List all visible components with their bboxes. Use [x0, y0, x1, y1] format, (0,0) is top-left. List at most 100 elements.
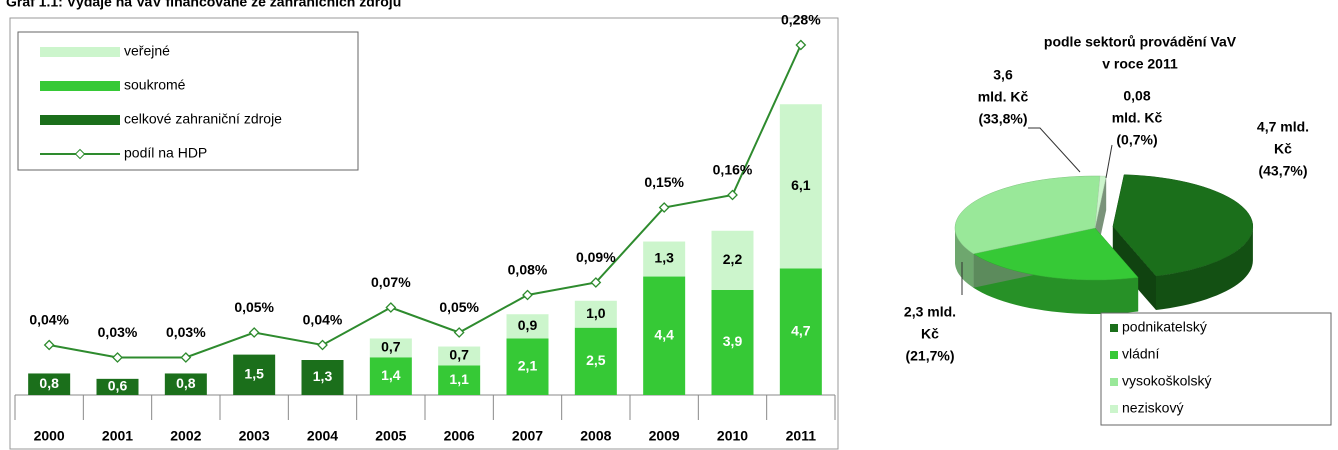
- pie-slice: [1094, 175, 1107, 229]
- line-series: [49, 44, 802, 359]
- pie-value-label: mld. Kč: [1112, 110, 1163, 126]
- legend-swatch: [1110, 405, 1118, 413]
- bar-value-label: 1,3: [654, 250, 674, 266]
- line-marker: [43, 339, 55, 351]
- bar-value-label: 0,7: [381, 339, 401, 355]
- pie-value-label: 0,08: [1123, 88, 1150, 104]
- leader-line: [1105, 144, 1113, 179]
- bar-value-label: 2,2: [723, 251, 743, 267]
- legend-label: celkové zahraniční zdroje: [124, 111, 282, 127]
- line-value-label: 0,05%: [234, 299, 274, 315]
- bar: [574, 327, 617, 395]
- line-value-label: 0,07%: [371, 274, 411, 290]
- pie-value-label: mld. Kč: [978, 89, 1029, 105]
- bar: [643, 241, 686, 277]
- bar: [506, 314, 549, 339]
- line-value-label: 0,04%: [303, 312, 343, 328]
- legend-label: podnikatelský: [1122, 319, 1207, 335]
- pie-title: v roce 2011: [1102, 56, 1178, 72]
- line-marker: [180, 352, 192, 363]
- pie-legend: podnikatelský vládní vysokoškolský neziskov…: [1100, 312, 1332, 426]
- legend-marker: [74, 148, 86, 160]
- x-tick-label: 2002: [170, 428, 201, 444]
- bar-value-label: 1,4: [381, 367, 401, 383]
- x-tick-label: 2000: [34, 428, 65, 444]
- legend-swatch: [40, 81, 120, 91]
- bar: [369, 357, 412, 395]
- pie-slice: [1112, 174, 1254, 277]
- chart-title: Graf 1.1: Výdaje na VaV financované ze z…: [6, 0, 401, 10]
- bar-value-label: 6,1: [791, 177, 811, 193]
- line-marker: [590, 277, 602, 288]
- x-tick-label: 2001: [102, 428, 133, 444]
- pie-side: [955, 228, 974, 288]
- legend-label: veřejné: [124, 43, 170, 59]
- x-tick-label: 2007: [512, 428, 543, 444]
- legend-swatch: [40, 115, 120, 125]
- bar-value-label: 0,8: [176, 375, 196, 391]
- bar: [779, 104, 822, 269]
- bar-value-label: 2,1: [518, 357, 538, 373]
- legend-swatch: [1110, 378, 1118, 386]
- bar-value-label: 0,8: [39, 375, 59, 391]
- line-value-label: 0,08%: [508, 262, 548, 278]
- pie-value-label: (43,7%): [1258, 163, 1307, 179]
- x-tick-label: 2003: [239, 428, 270, 444]
- legend-label: vládní: [1122, 346, 1159, 362]
- line-marker: [317, 339, 328, 351]
- line-value-label: 0,16%: [713, 162, 753, 178]
- bar-value-label: 0,7: [449, 347, 469, 363]
- bar-value-label: 0,9: [518, 317, 538, 333]
- bar: [28, 373, 71, 395]
- line-marker: [385, 302, 397, 313]
- bar-value-label: 1,5: [244, 366, 264, 382]
- legend-label: neziskový: [1122, 400, 1183, 416]
- line-value-label: 0,03%: [166, 324, 206, 340]
- bar-value-label: 1,0: [586, 305, 606, 321]
- x-tick-label: 2005: [375, 428, 406, 444]
- leader-line: [1028, 127, 1081, 173]
- bar: [369, 338, 412, 358]
- line-value-label: 0,09%: [576, 249, 616, 265]
- bar: [164, 373, 207, 395]
- pie-slice: [972, 227, 1139, 281]
- bar: [574, 300, 617, 328]
- legend-frame: [1100, 312, 1332, 426]
- bar: [301, 360, 344, 395]
- bar-value-label: 2,5: [586, 352, 606, 368]
- bar: [779, 268, 822, 395]
- x-tick-label: 2010: [717, 428, 748, 444]
- legend-swatch: [40, 47, 120, 57]
- bar-value-label: 4,4: [654, 326, 674, 342]
- bar: [711, 230, 754, 290]
- bar-value-label: 1,1: [449, 371, 469, 387]
- line-marker: [453, 327, 465, 338]
- bar: [96, 378, 139, 395]
- x-tick-label: 2008: [580, 428, 611, 444]
- line-value-label: 0,05%: [439, 299, 479, 315]
- legend-swatch: [1110, 351, 1118, 359]
- line-marker: [658, 202, 670, 213]
- pie-value-label: 2,3 mld.: [904, 304, 956, 320]
- bar: [506, 338, 549, 395]
- bar-value-label: 3,9: [723, 333, 743, 349]
- pie-value-label: Kč: [921, 326, 939, 342]
- pie-value-label: 4,7 mld.: [1257, 119, 1309, 135]
- line-value-label: 0,04%: [29, 312, 69, 328]
- pie-title: podle sektorů provádění VaV: [1044, 34, 1237, 50]
- x-tick-label: 2004: [307, 428, 338, 444]
- line-value-label: 0,15%: [644, 174, 684, 190]
- pie-value-label: 3,6: [993, 67, 1013, 83]
- bar-value-label: 4,7: [791, 322, 811, 338]
- bar: [438, 365, 481, 395]
- legend-label: vysokoškolský: [1122, 373, 1211, 389]
- pie-slice: [954, 175, 1101, 255]
- pie-value-label: Kč: [1274, 141, 1292, 157]
- bar: [438, 346, 481, 366]
- bar: [233, 354, 276, 395]
- pie-value-label: (21,7%): [905, 348, 954, 364]
- line-value-label: 0,28%: [781, 12, 821, 28]
- legend: veřejné soukromé celkové zahraniční zdroje…: [17, 31, 359, 171]
- legend-swatch: [1110, 324, 1118, 332]
